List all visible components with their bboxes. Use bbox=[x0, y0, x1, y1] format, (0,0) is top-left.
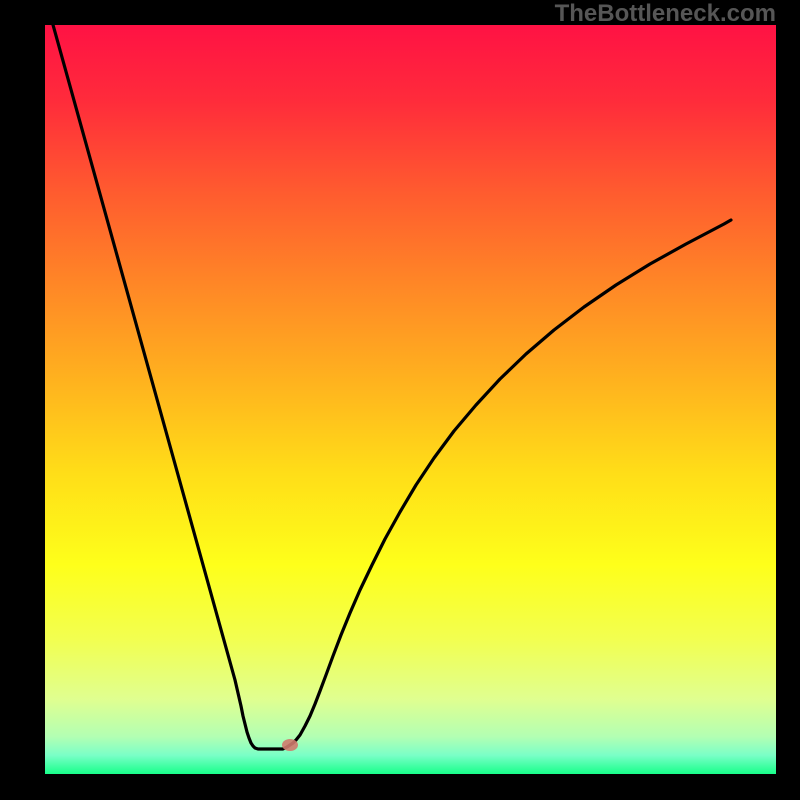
watermark-text: TheBottleneck.com bbox=[555, 0, 776, 28]
chart-frame: TheBottleneck.com bbox=[0, 0, 800, 800]
curve-layer bbox=[45, 25, 776, 774]
minimum-marker bbox=[282, 739, 298, 751]
bottleneck-curve bbox=[46, 0, 731, 749]
